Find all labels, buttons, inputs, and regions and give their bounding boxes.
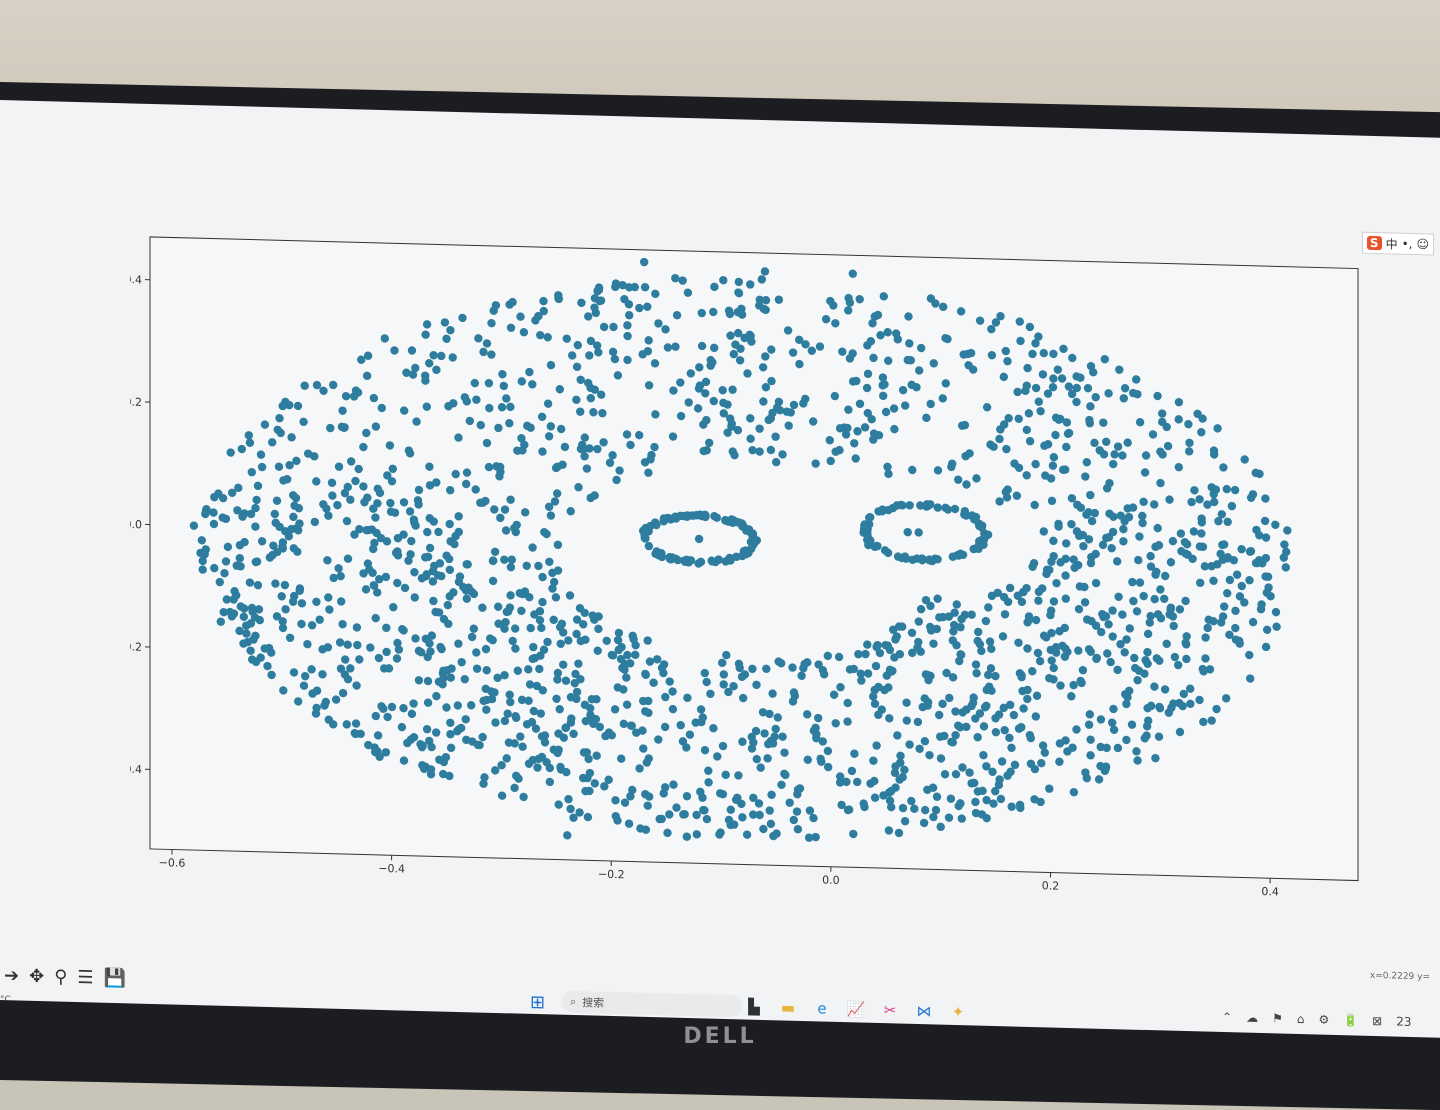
taskbar-search-input[interactable]: ⌕ 搜索 (562, 991, 742, 1018)
y-tick-label: 0.4 (130, 273, 142, 286)
vscode-icon[interactable]: ⋈ (912, 1000, 936, 1023)
dell-logo: DELL (0, 1024, 1440, 1049)
x-tick-label: 0.0 (822, 874, 839, 887)
ime-emoji-icon[interactable]: ☺ (1416, 237, 1429, 251)
tray-item-0[interactable]: ⌃ (1222, 1010, 1232, 1024)
search-placeholder: 搜索 (582, 994, 604, 1011)
chart-app-icon[interactable]: 📈 (844, 998, 868, 1021)
ime-toolbar[interactable]: S 中 •, ☺ (1362, 232, 1434, 256)
x-tick-label: 0.2 (1042, 879, 1059, 892)
windows-start-icon[interactable]: ⊞ (530, 992, 545, 1013)
x-tick-label: −0.2 (598, 868, 625, 882)
x-tick-label: 0.4 (1261, 885, 1278, 898)
y-tick-label: −0.2 (130, 640, 142, 654)
file-explorer-icon[interactable]: ▬ (776, 996, 800, 1019)
snipping-tool-icon[interactable]: ✂ (878, 999, 902, 1022)
scatter-plot[interactable]: −0.6 −0.4 −0.2 0.0 0.2 0.4 −0.4 −0.2 0.0 0.2 0.4 (130, 228, 1378, 901)
ime-mode[interactable]: 中 (1386, 235, 1398, 252)
y-tick-label: 0.2 (130, 396, 142, 409)
ime-punct[interactable]: •, (1402, 237, 1413, 251)
x-tick-label: −0.4 (378, 862, 405, 876)
matplotlib-figure[interactable]: −0.6 −0.4 −0.2 0.0 0.2 0.4 −0.4 −0.2 0.0 0.2 0.4 (130, 228, 1378, 901)
sogou-logo-icon: S (1367, 236, 1382, 250)
x-tick-label: −0.6 (159, 856, 186, 870)
coordinate-readout: x=0.2229 y= (1370, 971, 1430, 983)
search-icon: ⌕ (570, 995, 576, 1009)
terminal-icon[interactable]: ▙ (742, 995, 766, 1018)
edge-icon[interactable]: e (810, 997, 834, 1020)
y-tick-label: −0.4 (130, 762, 142, 776)
python-icon[interactable]: ✦ (946, 1001, 970, 1024)
tray-item-1[interactable]: ☁ (1246, 1011, 1258, 1025)
y-tick-label: 0.0 (130, 518, 142, 531)
monitor-screen: S 中 •, ☺ −0.6 −0.4 −0.2 0.0 0.2 0.4 −0.4 −0.2 0.… (0, 100, 1440, 1038)
